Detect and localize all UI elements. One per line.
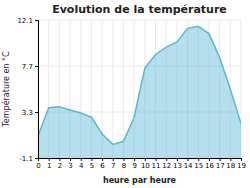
tick-mark: [35, 66, 38, 67]
tick-mark: [35, 20, 38, 21]
tick: 8: [122, 158, 126, 170]
x-label: heure par heure: [103, 176, 177, 185]
tick: 9: [132, 158, 136, 170]
tick-mark: [35, 158, 38, 159]
tick: 14: [184, 158, 193, 170]
tick: 19: [237, 158, 246, 170]
tick-label: 19: [237, 162, 246, 170]
grid: [38, 20, 241, 158]
tick: 10: [141, 158, 150, 170]
tick-mark: [230, 158, 231, 161]
grid-line-x: [112, 20, 113, 158]
tick-label: 7: [111, 162, 115, 170]
tick: 7.7: [22, 63, 38, 71]
tick: 5: [90, 158, 94, 170]
tick-mark: [70, 158, 71, 161]
tick-label: 12: [162, 162, 171, 170]
tick-label: 0: [36, 162, 40, 170]
plot: 012345678910111213141516171819-1.13.37.7…: [17, 17, 246, 170]
tick: 11: [152, 158, 161, 170]
tick-label: 18: [226, 162, 235, 170]
axis-domain: [39, 159, 242, 162]
x-axis: 012345678910111213141516171819: [36, 158, 246, 170]
tick-mark: [145, 158, 146, 161]
tick-mark: [91, 158, 92, 161]
tick-label: 8: [122, 162, 126, 170]
tick: 3.3: [22, 109, 38, 117]
tick-label: 4: [79, 162, 84, 170]
tick: 13: [173, 158, 182, 170]
tick: 4: [79, 158, 84, 170]
tick-label: 1: [47, 162, 51, 170]
y-axis: -1.1 3.3 7.7 12.1: [17, 17, 38, 163]
tick: 3: [68, 158, 72, 170]
y-label: Température en °C: [1, 51, 11, 128]
tick-label: 13: [173, 162, 182, 170]
chart: 012345678910111213141516171819-1.13.37.7…: [0, 0, 250, 188]
tick-label: -1.1: [19, 155, 33, 163]
tick-label: 12.1: [17, 17, 33, 25]
tick: -1.1: [19, 155, 38, 163]
tick-mark: [220, 158, 221, 161]
tick-mark: [113, 158, 114, 161]
tick-mark: [35, 112, 38, 113]
grid-line-y: [38, 20, 241, 21]
tick: 16: [205, 158, 214, 170]
tick: 6: [100, 158, 105, 170]
tick: 1: [47, 158, 51, 170]
tick-label: 3.3: [22, 109, 33, 117]
tick-label: 17: [216, 162, 225, 170]
tick-mark: [166, 158, 167, 161]
title: Evolution de la température: [52, 3, 227, 16]
tick-label: 3: [68, 162, 72, 170]
tick-label: 6: [100, 162, 105, 170]
area: [38, 26, 241, 158]
tick-mark: [81, 158, 82, 161]
tick-label: 11: [152, 162, 161, 170]
tick-mark: [156, 158, 157, 161]
axis-domain: [35, 21, 39, 159]
tick-mark: [209, 158, 210, 161]
tick-label: 2: [58, 162, 62, 170]
tick: 15: [194, 158, 203, 170]
tick-label: 5: [90, 162, 94, 170]
tick: 2: [58, 158, 62, 170]
tick: 0: [36, 158, 40, 170]
tick-label: 7.7: [22, 63, 33, 71]
tick-mark: [102, 158, 103, 161]
tick: 18: [226, 158, 235, 170]
tick-mark: [198, 158, 199, 161]
grid-line-x: [123, 20, 124, 158]
tick: 12: [162, 158, 171, 170]
tick: 12.1: [17, 17, 38, 25]
marks: [38, 26, 241, 158]
tick-mark: [49, 158, 50, 161]
tick-mark: [123, 158, 124, 161]
tick-label: 10: [141, 162, 150, 170]
line: [38, 26, 241, 144]
tick-mark: [59, 158, 60, 161]
tick-label: 14: [184, 162, 193, 170]
tick: 7: [111, 158, 115, 170]
tick-label: 9: [132, 162, 136, 170]
tick-mark: [177, 158, 178, 161]
tick-mark: [188, 158, 189, 161]
tick-mark: [241, 158, 242, 161]
tick-label: 16: [205, 162, 214, 170]
tick-label: 15: [194, 162, 203, 170]
tick: 17: [216, 158, 225, 170]
tick-mark: [134, 158, 135, 161]
